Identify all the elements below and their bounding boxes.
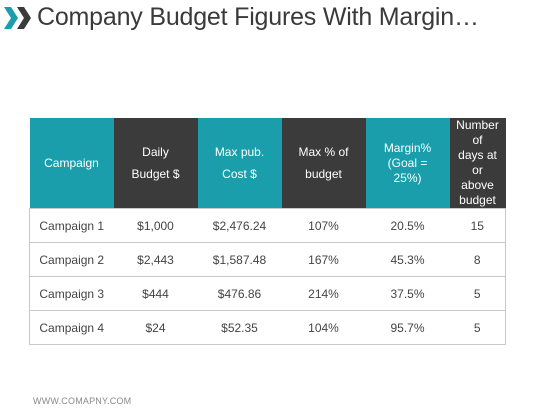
column-header-daily-budget: Daily Budget $ <box>113 118 198 209</box>
cell-max-percent-budget: 167% <box>281 242 366 277</box>
cell-max-pub-cost: $476.86 <box>197 276 282 311</box>
title-bar: Company Budget Figures With Margin… <box>0 0 560 40</box>
cell-days-above-budget: 15 <box>470 218 484 233</box>
table-header-row: Campaign Daily Budget $ Max pub. Cost $ … <box>29 118 506 209</box>
table-row: Campaign 1 $1,000 $2,476.24 107% 20.5% 1… <box>30 209 506 243</box>
cell-campaign: Campaign 4 <box>29 310 114 345</box>
cell-daily-budget: $24 <box>113 310 198 345</box>
cell-days-above-budget: 5 <box>449 276 506 311</box>
cell-max-percent-budget: 214% <box>281 276 366 311</box>
cell-margin: 45.3% <box>365 242 450 277</box>
cell-days-above-budget: 5 <box>449 310 506 345</box>
budget-table: Campaign Daily Budget $ Max pub. Cost $ … <box>29 118 506 345</box>
column-header-max-percent-budget: Max % of budget <box>281 118 366 209</box>
page-title: Company Budget Figures With Margin… <box>37 3 479 31</box>
cell-max-pub-cost: $1,587.48 <box>197 242 282 277</box>
table-row: Campaign 2 $2,443 $1,587.48 167% 45.3% 8 <box>29 242 506 277</box>
cell-margin: 37.5% <box>365 276 450 311</box>
cell-daily-budget: $1,000 <box>137 218 174 233</box>
cell-days-above-budget: 8 <box>449 242 506 277</box>
cell-daily-budget: $444 <box>113 276 198 311</box>
cell-max-percent-budget: 107% <box>308 218 339 233</box>
cell-campaign: Campaign 3 <box>29 276 114 311</box>
cell-campaign: Campaign 1 <box>39 218 105 233</box>
footer-url: WWW.COMAPNY.COM <box>33 396 132 406</box>
cell-max-pub-cost: $52.35 <box>197 310 282 345</box>
column-header-campaign: Campaign <box>29 118 114 209</box>
chevron-arrows-icon <box>4 7 31 29</box>
cell-margin: 95.7% <box>365 310 450 345</box>
cell-max-percent-budget: 104% <box>281 310 366 345</box>
cell-margin: 20.5% <box>390 218 425 233</box>
cell-max-pub-cost: $2,476.24 <box>212 218 267 233</box>
cell-campaign: Campaign 2 <box>29 242 114 277</box>
column-header-max-pub-cost: Max pub. Cost $ <box>197 118 282 209</box>
table-row: Campaign 4 $24 $52.35 104% 95.7% 5 <box>29 310 506 345</box>
column-header-days-above-budget: Number of days at or above budget <box>449 118 506 209</box>
table-row: Campaign 3 $444 $476.86 214% 37.5% 5 <box>29 276 506 311</box>
cell-daily-budget: $2,443 <box>113 242 198 277</box>
column-header-margin: Margin% (Goal = 25%) <box>365 118 450 209</box>
